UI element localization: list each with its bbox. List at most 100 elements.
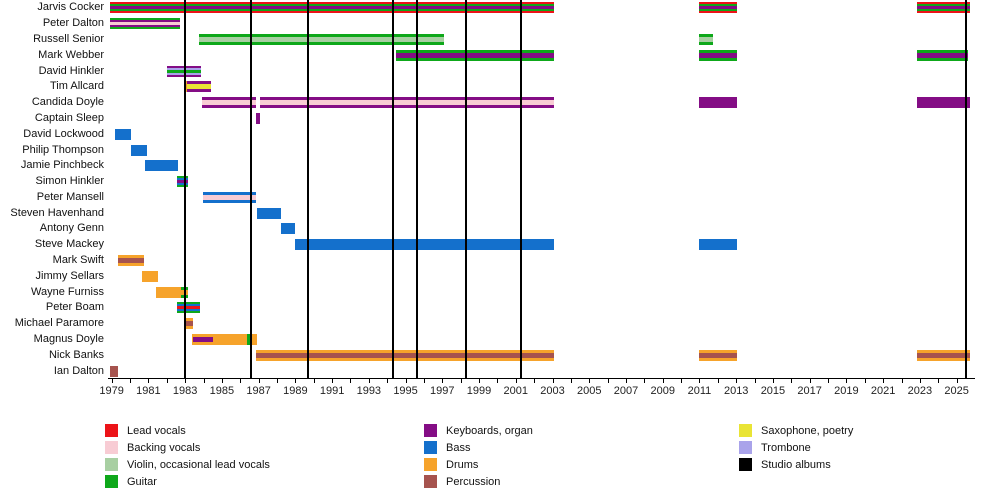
year-label: 1983 xyxy=(172,385,198,397)
legend-swatch-backing xyxy=(105,441,118,454)
instrument-stripe-drums xyxy=(192,334,257,346)
member-bar-segment xyxy=(186,318,194,330)
member-label: Philip Thompson xyxy=(22,143,104,156)
legend-label: Bass xyxy=(446,442,471,454)
year-tick xyxy=(570,379,572,383)
year-tick xyxy=(258,379,260,383)
member-label: Wayne Furniss xyxy=(31,285,104,298)
instrument-stripe-perc xyxy=(917,352,971,358)
legend-label: Trombone xyxy=(761,442,811,454)
member-bar-segment xyxy=(295,239,555,251)
member-label: Michael Paramore xyxy=(14,317,104,330)
year-tick xyxy=(938,379,940,383)
year-label: 2021 xyxy=(870,385,896,397)
instrument-stripe-drums xyxy=(155,286,181,298)
instrument-stripe-violin xyxy=(198,36,445,42)
member-label: Steve Mackey xyxy=(34,238,104,251)
year-tick xyxy=(901,379,903,383)
legend-label: Studio albums xyxy=(761,459,831,471)
legend: Lead vocals Backing vocals Violin, occasio… xyxy=(0,420,1000,500)
instrument-stripe-sax xyxy=(186,84,211,90)
instrument-stripe-bass xyxy=(699,239,738,251)
legend-swatch-album xyxy=(739,458,752,471)
member-bar-segment xyxy=(699,239,738,251)
instrument-stripe-drums xyxy=(141,270,158,282)
legend-swatch-keys xyxy=(424,424,437,437)
member-bar-segment xyxy=(176,302,200,314)
member-label: Nick Banks xyxy=(48,348,104,361)
year-tick xyxy=(368,379,370,383)
member-bar-segment xyxy=(166,65,201,77)
member-bar-segment xyxy=(109,18,180,30)
member-bar-segment xyxy=(280,223,296,235)
member-bar-segment xyxy=(246,334,251,346)
legend-swatch-drums xyxy=(424,458,437,471)
legend-label: Guitar xyxy=(127,476,157,488)
member-label: Jimmy Sellars xyxy=(35,269,104,282)
instrument-stripe-bass xyxy=(115,128,131,140)
year-tick xyxy=(754,379,756,383)
instrument-stripe-bass xyxy=(256,207,281,219)
member-label: Captain Sleep xyxy=(34,111,104,124)
year-label: 2019 xyxy=(834,385,859,397)
member-bar-segment xyxy=(699,49,738,61)
year-tick xyxy=(203,379,205,383)
member-label: Magnus Doyle xyxy=(33,333,104,346)
legend-swatch-guitar xyxy=(105,475,118,488)
year-tick xyxy=(276,379,278,383)
member-label: Mark Webber xyxy=(38,48,104,61)
instrument-stripe-keys xyxy=(255,112,261,124)
instrument-stripe-lead xyxy=(176,306,200,310)
instrument-stripe-perc xyxy=(118,258,144,264)
member-bar-segment xyxy=(176,176,188,188)
member-bar-segment xyxy=(192,334,257,346)
year-tick xyxy=(350,379,352,383)
instrument-stripe-backing xyxy=(201,100,256,106)
member-bar-segment xyxy=(118,255,144,267)
instrument-stripe-bass xyxy=(280,223,296,235)
member-label: David Lockwood xyxy=(23,127,104,140)
member-label: Jarvis Cocker xyxy=(37,1,104,14)
year-label: 1999 xyxy=(466,385,492,397)
member-bar-segment xyxy=(699,2,738,14)
year-tick xyxy=(662,379,664,383)
legend-label: Saxophone, poetry xyxy=(761,425,854,437)
member-label: Simon Hinkler xyxy=(35,175,104,188)
year-label: 2025 xyxy=(944,385,969,397)
legend-label: Percussion xyxy=(446,476,501,488)
member-label: David Hinkler xyxy=(38,64,104,77)
member-bar-segment xyxy=(186,81,211,93)
year-tick xyxy=(791,379,793,383)
year-label: 2015 xyxy=(760,385,786,397)
year-tick xyxy=(240,379,242,383)
legend-label: Violin, occasional lead vocals xyxy=(127,459,270,471)
instrument-stripe-perc xyxy=(255,352,555,358)
year-tick xyxy=(552,379,554,383)
member-bar-segment xyxy=(202,191,256,203)
member-label: Candida Doyle xyxy=(31,96,104,109)
year-label: 2023 xyxy=(907,385,933,397)
year-tick xyxy=(717,379,719,383)
x-axis-ticks: 1979 1981 1983 1985 1987 1989 1991 1993 1995 1997… xyxy=(99,379,975,399)
instrument-stripe-keys xyxy=(917,97,971,109)
studio-album-line xyxy=(465,0,468,379)
member-bar-segment xyxy=(141,270,158,282)
x-axis-line xyxy=(108,378,975,379)
year-tick xyxy=(607,379,609,383)
member-label: Peter Mansell xyxy=(36,190,104,203)
instrument-stripe-keys xyxy=(917,6,971,10)
year-tick xyxy=(405,379,407,383)
member-bar-segment xyxy=(155,286,181,298)
year-label: 2011 xyxy=(687,385,712,397)
studio-album-line xyxy=(307,0,310,379)
legend-swatch-lead xyxy=(105,424,118,437)
member-bar-segment xyxy=(115,128,131,140)
year-label: 1991 xyxy=(319,385,345,397)
instrument-stripe-bass xyxy=(144,160,178,172)
legend-swatch-bass xyxy=(424,441,437,454)
legend-swatch-perc xyxy=(424,475,437,488)
year-label: 2017 xyxy=(797,385,822,397)
year-label: 1981 xyxy=(136,385,161,397)
instrument-stripe-bass xyxy=(295,239,555,251)
year-tick xyxy=(221,379,223,383)
